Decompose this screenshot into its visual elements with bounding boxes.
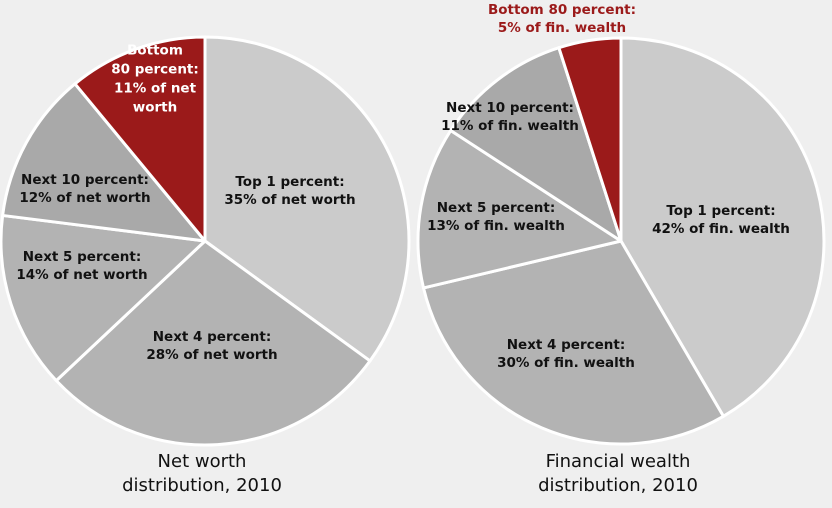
- net-worth-pie: [0, 35, 411, 447]
- financial-wealth-chart-title: Financial wealth distribution, 2010: [518, 450, 718, 498]
- financial-wealth-label-top-1-percent-line-2: 42% of fin. wealth: [652, 221, 790, 237]
- net-worth-label-top-1-percent: Top 1 percent: 35% of net worth: [224, 174, 355, 208]
- net-worth-label-bottom-80-percent-line-1: Bottom: [127, 43, 183, 59]
- financial-wealth-label-bottom-80-percent: Bottom 80 percent: 5% of fin. wealth: [488, 2, 636, 36]
- net-worth-label-next-4-percent: Next 4 percent: 28% of net worth: [146, 329, 277, 363]
- financial-wealth-slice-next-4-percent[interactable]: [422, 239, 725, 446]
- net-worth-title-line-2: distribution, 2010: [122, 475, 282, 496]
- net-worth-chart-title: Net worth distribution, 2010: [102, 450, 302, 498]
- financial-wealth-label-next-10-percent-line-2: 11% of fin. wealth: [441, 118, 579, 134]
- net-worth-label-next-10-percent: Next 10 percent: 12% of net worth: [19, 172, 150, 206]
- net-worth-label-next-5-percent: Next 5 percent: 14% of net worth: [16, 249, 147, 283]
- net-worth-slice-top-1-percent[interactable]: [203, 35, 411, 363]
- financial-wealth-label-next-5-percent-line-2: 13% of fin. wealth: [427, 218, 565, 234]
- financial-wealth-slice-bottom-80-percent[interactable]: [557, 36, 623, 243]
- net-worth-slice-next-10-percent[interactable]: [1, 82, 207, 243]
- net-worth-label-next-10-percent-line-2: 12% of net worth: [19, 190, 150, 206]
- net-worth-title-line-1: Net worth: [157, 451, 247, 472]
- net-worth-label-next-5-percent-line-1: Next 5 percent:: [23, 249, 142, 265]
- financial-wealth-label-bottom-80-percent-line-1: Bottom 80 percent:: [488, 2, 636, 18]
- financial-wealth-slice-top-1-percent[interactable]: [619, 36, 826, 418]
- net-worth-label-next-5-percent-line-2: 14% of net worth: [16, 267, 147, 283]
- financial-wealth-slice-next-5-percent[interactable]: [416, 129, 623, 290]
- financial-wealth-label-top-1-percent-line-1: Top 1 percent:: [666, 203, 775, 219]
- financial-wealth-pie: [416, 36, 826, 446]
- net-worth-slice-next-4-percent[interactable]: [54, 239, 372, 447]
- financial-wealth-label-top-1-percent: Top 1 percent: 42% of fin. wealth: [652, 203, 790, 237]
- financial-wealth-label-next-4-percent: Next 4 percent: 30% of fin. wealth: [497, 337, 635, 371]
- net-worth-label-bottom-80-percent-line-2: 80 percent:: [111, 62, 199, 78]
- financial-wealth-label-next-5-percent: Next 5 percent: 13% of fin. wealth: [427, 200, 565, 234]
- net-worth-slice-bottom-80-percent[interactable]: [73, 35, 207, 243]
- financial-wealth-label-next-10-percent-line-1: Next 10 percent:: [446, 100, 574, 116]
- net-worth-label-top-1-percent-line-2: 35% of net worth: [224, 192, 355, 208]
- net-worth-slice-next-5-percent[interactable]: [0, 213, 207, 383]
- financial-wealth-label-bottom-80-percent-line-2: 5% of fin. wealth: [498, 20, 626, 36]
- net-worth-label-bottom-80-percent-line-4: worth: [133, 100, 177, 116]
- financial-wealth-label-next-4-percent-line-1: Next 4 percent:: [507, 337, 626, 353]
- financial-wealth-label-next-10-percent: Next 10 percent: 11% of fin. wealth: [441, 100, 579, 134]
- net-worth-label-top-1-percent-line-1: Top 1 percent:: [235, 174, 344, 190]
- net-worth-label-next-10-percent-line-1: Next 10 percent:: [21, 172, 149, 188]
- financial-wealth-title-line-2: distribution, 2010: [538, 475, 698, 496]
- financial-wealth-slice-next-10-percent[interactable]: [449, 46, 623, 243]
- net-worth-label-next-4-percent-line-2: 28% of net worth: [146, 347, 277, 363]
- financial-wealth-title-line-1: Financial wealth: [545, 451, 691, 472]
- net-worth-label-bottom-80-percent-line-3: 11% of net: [114, 81, 197, 97]
- financial-wealth-label-next-4-percent-line-2: 30% of fin. wealth: [497, 355, 635, 371]
- financial-wealth-label-next-5-percent-line-1: Next 5 percent:: [437, 200, 556, 216]
- net-worth-label-bottom-80-percent: Bottom 80 percent: 11% of net worth: [111, 43, 199, 116]
- net-worth-label-next-4-percent-line-1: Next 4 percent:: [153, 329, 272, 345]
